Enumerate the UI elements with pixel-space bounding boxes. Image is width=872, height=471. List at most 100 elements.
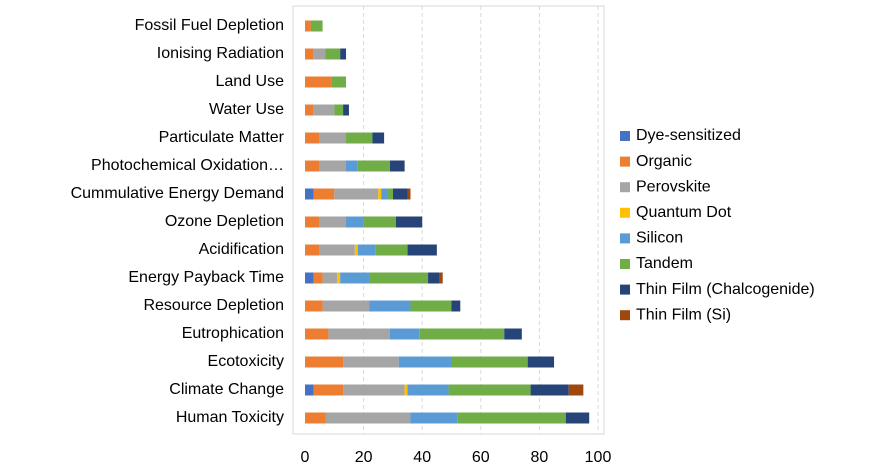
legend-label: Silicon [636,230,683,247]
bar-segment [328,328,390,340]
y-tick-label: Eutrophication [182,325,284,342]
bar-segment [387,188,393,200]
bar-segment [325,412,411,424]
bar-segment [439,272,443,284]
bar-segment [334,188,379,200]
bar-segment [340,48,347,60]
y-tick-label: Ozone Depletion [165,213,284,230]
bar-segment [325,48,341,60]
bar-segment [305,104,314,116]
y-tick-label: Fossil Fuel Depletion [135,17,284,34]
bar-segment [334,104,344,116]
y-tick-label: Human Toxicity [176,409,284,426]
y-tick-label: Cummulative Energy Demand [71,185,284,202]
bar-segment [305,216,320,228]
y-tick-label: Ecotoxicity [208,353,284,370]
bar-segment [343,384,405,396]
bar-segment [346,216,364,228]
bar-segment [322,300,370,312]
y-tick-label: Water Use [209,101,284,118]
legend-swatch [620,131,630,141]
bar-segment [357,244,376,256]
bar-segment [407,188,411,200]
x-tick-label: 40 [413,449,431,466]
bar-segment [419,328,505,340]
bar-segment [395,216,423,228]
bar-segment [305,48,314,60]
bar-segment [319,160,347,172]
bar-segment [319,132,347,144]
bar-segment [568,384,584,396]
bar-segment [381,188,388,200]
bar-segment [372,132,385,144]
x-tick-label: 100 [585,449,612,466]
bar-segment [375,244,408,256]
bar-segment [428,272,440,284]
bar-segment [305,300,323,312]
bar-segment [310,20,323,32]
bar-segment [404,384,408,396]
bar-segment [305,384,314,396]
bar-segment [319,244,355,256]
x-tick-label: 0 [301,449,310,466]
legend-swatch [620,182,630,193]
bar-segment [369,272,429,284]
bar-segment [448,384,531,396]
bar-segment [346,132,373,144]
legend-label: Organic [636,153,692,170]
legend-swatch [620,310,630,321]
bar-segment [407,244,437,256]
bar-segment [313,188,335,200]
bar-segment [378,188,382,200]
bar-segment [343,356,399,368]
bar-segment [451,356,528,368]
bar-segment [305,76,332,88]
legend-label: Quantum Dot [636,204,732,221]
y-tick-label: Photochemical Oxidation… [91,157,284,174]
legend-label: Dye-sensitized [636,127,741,144]
bar-segment [346,160,358,172]
bar-segment [565,412,590,424]
bar-segment [313,104,335,116]
bar-segment [305,20,311,32]
bar-segment [313,48,326,60]
bar-segment [305,160,320,172]
bar-segment [305,412,326,424]
bar-segment [337,272,341,284]
bar-segment [392,188,408,200]
x-tick-label: 20 [355,449,373,466]
bar-segment [504,328,522,340]
bar-segment [410,300,452,312]
bar-segment [313,384,344,396]
x-tick-label: 80 [531,449,549,466]
bar-segment [343,104,349,116]
legend-swatch [620,233,630,244]
bar-segment [410,412,458,424]
y-tick-label: Particulate Matter [159,129,285,146]
bar-segment [305,132,320,144]
bar-segment [340,272,370,284]
bar-segment [457,412,566,424]
bar-segment [354,244,358,256]
y-tick-label: Climate Change [169,381,284,398]
bar-segment [451,300,461,312]
plot-frame [292,5,605,435]
bar-segment [389,160,405,172]
bar-segment [305,272,314,284]
bar-segment [398,356,452,368]
y-tick-label: Resource Depletion [143,297,284,314]
bar-segment [322,272,338,284]
bar-segment [363,216,396,228]
legend-swatch [620,156,630,167]
legend-label: Thin Film (Si) [636,306,731,323]
legend-label: Tandem [636,255,693,272]
bar-segment [407,384,449,396]
x-tick-label: 60 [472,449,490,466]
bar-segment [305,188,314,200]
bar-segment [305,356,344,368]
bar-segment [527,356,555,368]
y-tick-label: Acidification [199,241,284,258]
legend-swatch [620,284,630,295]
bar-segment [357,160,390,172]
